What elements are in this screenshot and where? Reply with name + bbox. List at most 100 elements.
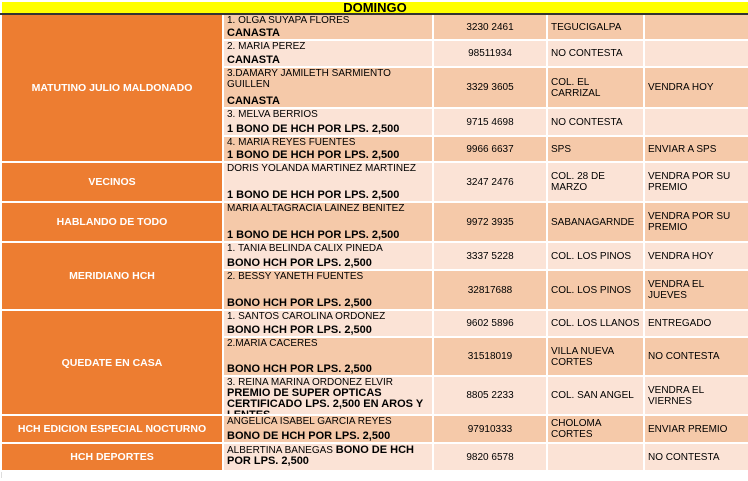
winner-cell[interactable]: 3.DAMARY JAMILETH SARMIENTO GUILLEN CANAS… — [222, 66, 434, 109]
status-cell[interactable] — [642, 13, 748, 41]
winner-name: 3. REINA MARINA ORDOÑEZ ELVIR — [227, 377, 393, 388]
program-name[interactable]: HABLANDO DE TODO — [0, 201, 224, 243]
program-name[interactable]: MATUTINO JULIO MALDONADO — [0, 13, 224, 163]
phone-cell[interactable]: 9715 4698 — [432, 107, 548, 137]
location-cell[interactable]: NO CONTESTA — [546, 107, 645, 137]
empty-cell[interactable] — [0, 470, 224, 480]
winner-name: 3.DAMARY JAMILETH SARMIENTO GUILLEN — [227, 68, 391, 90]
status-cell[interactable]: VENDRA HOY — [642, 241, 748, 271]
winner-cell[interactable]: DORIS YOLANDA MARTINEZ MARTINEZ 1 BONO DE… — [222, 161, 434, 203]
table-row: 2. BESSY YANETH FUENTES BONO HCH POR LPS.… — [1, 269, 748, 311]
winner-name: DORIS YOLANDA MARTINEZ MARTINEZ — [227, 163, 416, 174]
program-name[interactable]: MERIDIANO HCH — [0, 241, 224, 311]
prize: BONO DE HCH POR LPS. 2,500 — [227, 430, 391, 442]
empty-cell[interactable] — [222, 470, 434, 480]
status-cell[interactable]: NO CONTESTA — [642, 336, 748, 377]
winner-cell[interactable]: 1. OLGA SUYAPA FLORES CANASTA — [222, 13, 434, 41]
prize: CANASTA — [227, 27, 280, 39]
status-cell[interactable]: VENDRA HOY — [642, 66, 748, 109]
table-row: VECINOS DORIS YOLANDA MARTINEZ MARTINEZ 1 … — [0, 161, 748, 203]
status-cell[interactable] — [642, 39, 748, 68]
phone-cell[interactable]: 97910333 — [432, 414, 548, 444]
phone-cell[interactable]: 32817688 — [432, 269, 548, 311]
phone-cell[interactable]: 9966 6637 — [432, 135, 548, 163]
winner-cell[interactable]: 2. MARIA PEREZ CANASTA — [222, 39, 434, 68]
prize: BONO HCH POR LPS. 2,500 — [227, 297, 372, 309]
prize: 1 BONO DE HCH POR LPS. 2,500 — [227, 123, 400, 135]
empty-cell[interactable] — [432, 470, 548, 480]
table-row: HABLANDO DE TODO MARIA ALTAGRACIA LAINEZ … — [0, 201, 748, 243]
winner-cell[interactable]: 1. TANIA BELINDA CALIX PINEDA BONO HCH PO… — [222, 241, 434, 271]
winner-cell[interactable]: MARIA ALTAGRACIA LAINEZ BENITEZ 1 BONO DE… — [222, 201, 434, 243]
phone-cell[interactable]: 31518019 — [432, 336, 548, 377]
status-cell[interactable]: ENVIAR A SPS — [642, 135, 748, 163]
table-row: 4. MARIA REYES FUENTES 1 BONO DE HCH POR … — [1, 135, 748, 163]
phone-cell[interactable]: 3247 2476 — [432, 161, 548, 203]
winner-name: 1. TANIA BELINDA CALIX PINEDA — [227, 243, 383, 254]
location-cell[interactable]: VILLA NUEVA CORTES — [546, 336, 645, 377]
phone-cell[interactable]: 9602 5896 — [432, 309, 548, 338]
program-name[interactable]: VECINOS — [0, 161, 224, 203]
winner-cell[interactable]: ANGELICA ISABEL GARCIA REYES BONO DE HCH … — [222, 414, 434, 444]
location-cell[interactable]: SPS — [546, 135, 645, 163]
status-cell[interactable] — [642, 107, 748, 137]
winner-name: 2. BESSY YANETH FUENTES — [227, 271, 364, 282]
winner-cell[interactable]: 2. BESSY YANETH FUENTES BONO HCH POR LPS.… — [222, 269, 434, 311]
location-cell[interactable]: TEGUCIGALPA — [546, 13, 645, 41]
location-cell[interactable]: COL. LOS PINOS — [546, 269, 645, 311]
prize: 1 BONO DE HCH POR LPS. 2,500 — [227, 189, 400, 201]
winner-name: 1. OLGA SUYAPA FLORES — [227, 15, 350, 26]
winner-cell[interactable]: 2.MARIA CACERES BONO HCH POR LPS. 2,500 — [222, 336, 434, 377]
winner-name: MARIA ALTAGRACIA LAINEZ BENITEZ — [227, 203, 405, 214]
location-cell[interactable] — [546, 442, 645, 472]
sheet-title: DOMINGO — [0, 0, 748, 15]
empty-cell[interactable] — [546, 470, 645, 480]
program-name[interactable]: QUEDATE EN CASA — [0, 309, 224, 416]
location-cell[interactable]: COL. EL CARRIZAL — [546, 66, 645, 109]
phone-cell[interactable]: 9820 6578 — [432, 442, 548, 472]
program-name[interactable]: HCH EDICION ESPECIAL NOCTURNO — [0, 414, 224, 444]
winner-name: 3. MELVA BERRIOS — [227, 109, 318, 120]
winner-cell[interactable]: 3. REINA MARINA ORDOÑEZ ELVIR PREMIO DE S… — [222, 375, 434, 416]
table-row: HCH EDICION ESPECIAL NOCTURNO ANGELICA IS… — [0, 414, 748, 444]
winner-name: ALBERTINA BANEGAS — [227, 445, 336, 456]
winner-cell[interactable]: 1. SANTOS CAROLINA ORDOÑEZ BONO HCH POR L… — [222, 309, 434, 338]
empty-cell[interactable] — [643, 470, 748, 480]
location-cell[interactable]: SABANAGARNDE — [546, 201, 645, 243]
prize: 1 BONO DE HCH POR LPS. 2,500 — [227, 149, 400, 161]
status-cell[interactable]: ENTREGADO — [642, 309, 748, 338]
table-row: 3. REINA MARINA ORDOÑEZ ELVIR PREMIO DE S… — [1, 375, 748, 416]
prize: PREMIO DE SUPER OPTICAS CERTIFICADO LPS.… — [227, 387, 424, 414]
status-cell[interactable]: ENVIAR PREMIO — [642, 414, 748, 444]
phone-cell[interactable]: 3329 3605 — [432, 66, 548, 109]
phone-cell[interactable]: 8805 2233 — [432, 375, 548, 416]
winner-name: 4. MARIA REYES FUENTES — [227, 137, 356, 148]
location-cell[interactable]: COL. 28 DE MARZO — [546, 161, 645, 203]
location-cell[interactable]: CHOLOMA CORTES — [546, 414, 645, 444]
table-row: 2.MARIA CACERES BONO HCH POR LPS. 2,500 31… — [1, 336, 748, 377]
winner-name: 1. SANTOS CAROLINA ORDOÑEZ — [227, 311, 386, 322]
phone-cell[interactable]: 98511934 — [432, 39, 548, 68]
prize: BONO HCH POR LPS. 2,500 — [227, 324, 372, 336]
empty-row — [0, 470, 748, 480]
phone-cell[interactable]: 3230 2461 — [432, 13, 548, 41]
winner-cell[interactable]: ALBERTINA BANEGAS BONO DE HCH POR LPS. 2… — [222, 442, 434, 472]
winner-cell[interactable]: 3. MELVA BERRIOS 1 BONO DE HCH POR LPS. 2… — [222, 107, 434, 137]
phone-cell[interactable]: 9972 3935 — [432, 201, 548, 243]
status-cell[interactable]: VENDRA POR SU PREMIO — [642, 161, 748, 203]
table-row: HCH DEPORTES ALBERTINA BANEGAS BONO DE HC… — [0, 442, 748, 472]
location-cell[interactable]: NO CONTESTA — [546, 39, 645, 68]
status-cell[interactable]: VENDRA EL JUEVES — [642, 269, 748, 311]
location-cell[interactable]: COL. SAN ANGEL — [546, 375, 645, 416]
location-cell[interactable]: COL. LOS LLANOS — [546, 309, 645, 338]
winner-cell[interactable]: 4. MARIA REYES FUENTES 1 BONO DE HCH POR … — [222, 135, 434, 163]
prize: CANASTA — [227, 95, 280, 107]
prize: BONO HCH POR LPS. 2,500 — [227, 363, 372, 375]
phone-cell[interactable]: 3337 5228 — [432, 241, 548, 271]
table-row: 2. MARIA PEREZ CANASTA 98511934 NO CONTESTA — [1, 39, 748, 68]
location-cell[interactable]: COL. LOS PINOS — [546, 241, 645, 271]
status-cell[interactable]: NO CONTESTA — [642, 442, 748, 472]
status-cell[interactable]: VENDRA EL VIERNES — [642, 375, 748, 416]
program-name[interactable]: HCH DEPORTES — [0, 442, 224, 472]
status-cell[interactable]: VENDRA POR SU PREMIO — [642, 201, 748, 243]
